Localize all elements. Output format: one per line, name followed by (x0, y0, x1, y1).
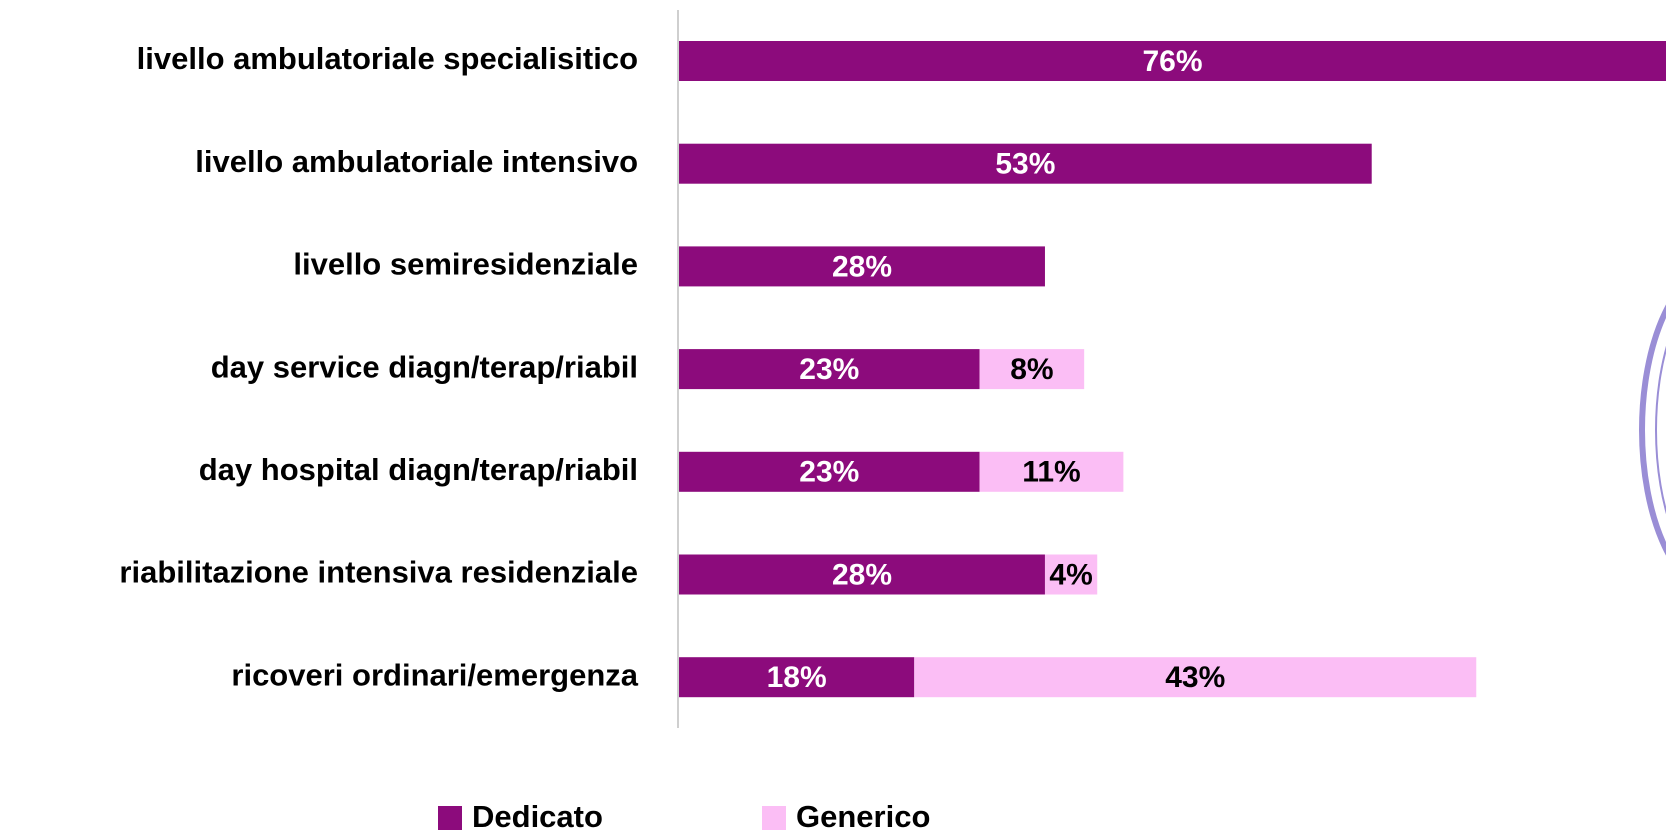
bar-segment (679, 349, 980, 390)
bar-segment (914, 657, 1477, 698)
legend-swatch (762, 806, 786, 830)
bar-segment (679, 143, 1372, 184)
category-label: riabilitazione intensiva residenziale (119, 555, 638, 590)
bar-segment (679, 451, 980, 492)
value-label: 28% (832, 250, 892, 283)
value-label: 43% (1165, 661, 1225, 694)
bar-segment (679, 554, 1045, 595)
bar-segment (679, 657, 915, 698)
decoration-arc (1655, 345, 1666, 515)
bar-segment (1044, 554, 1098, 595)
value-label: 28% (832, 558, 892, 591)
legend-label: Generico (796, 799, 930, 834)
legend-swatch (438, 806, 462, 830)
decoration-arc (1639, 304, 1666, 556)
value-label: 23% (799, 353, 859, 386)
bar-segment (679, 246, 1045, 287)
category-label: day hospital diagn/terap/riabil (199, 452, 638, 487)
value-label: 8% (1010, 353, 1053, 386)
bar-segment (979, 451, 1124, 492)
legend-label: Dedicato (472, 799, 603, 834)
value-label: 76% (1142, 45, 1202, 78)
value-label: 18% (767, 661, 827, 694)
value-label: 4% (1049, 558, 1092, 591)
value-label: 53% (995, 148, 1055, 181)
bar-segment (679, 41, 1666, 81)
bar-segment (979, 349, 1085, 390)
value-label: 11% (1022, 456, 1080, 489)
category-label: livello ambulatoriale specialisitico (137, 41, 638, 76)
category-label: day service diagn/terap/riabil (211, 349, 638, 384)
value-label: 23% (799, 456, 859, 489)
category-label: livello semiresidenziale (293, 247, 638, 282)
category-label: ricoveri ordinari/emergenza (231, 657, 638, 692)
category-label: livello ambulatoriale intensivo (195, 144, 638, 179)
